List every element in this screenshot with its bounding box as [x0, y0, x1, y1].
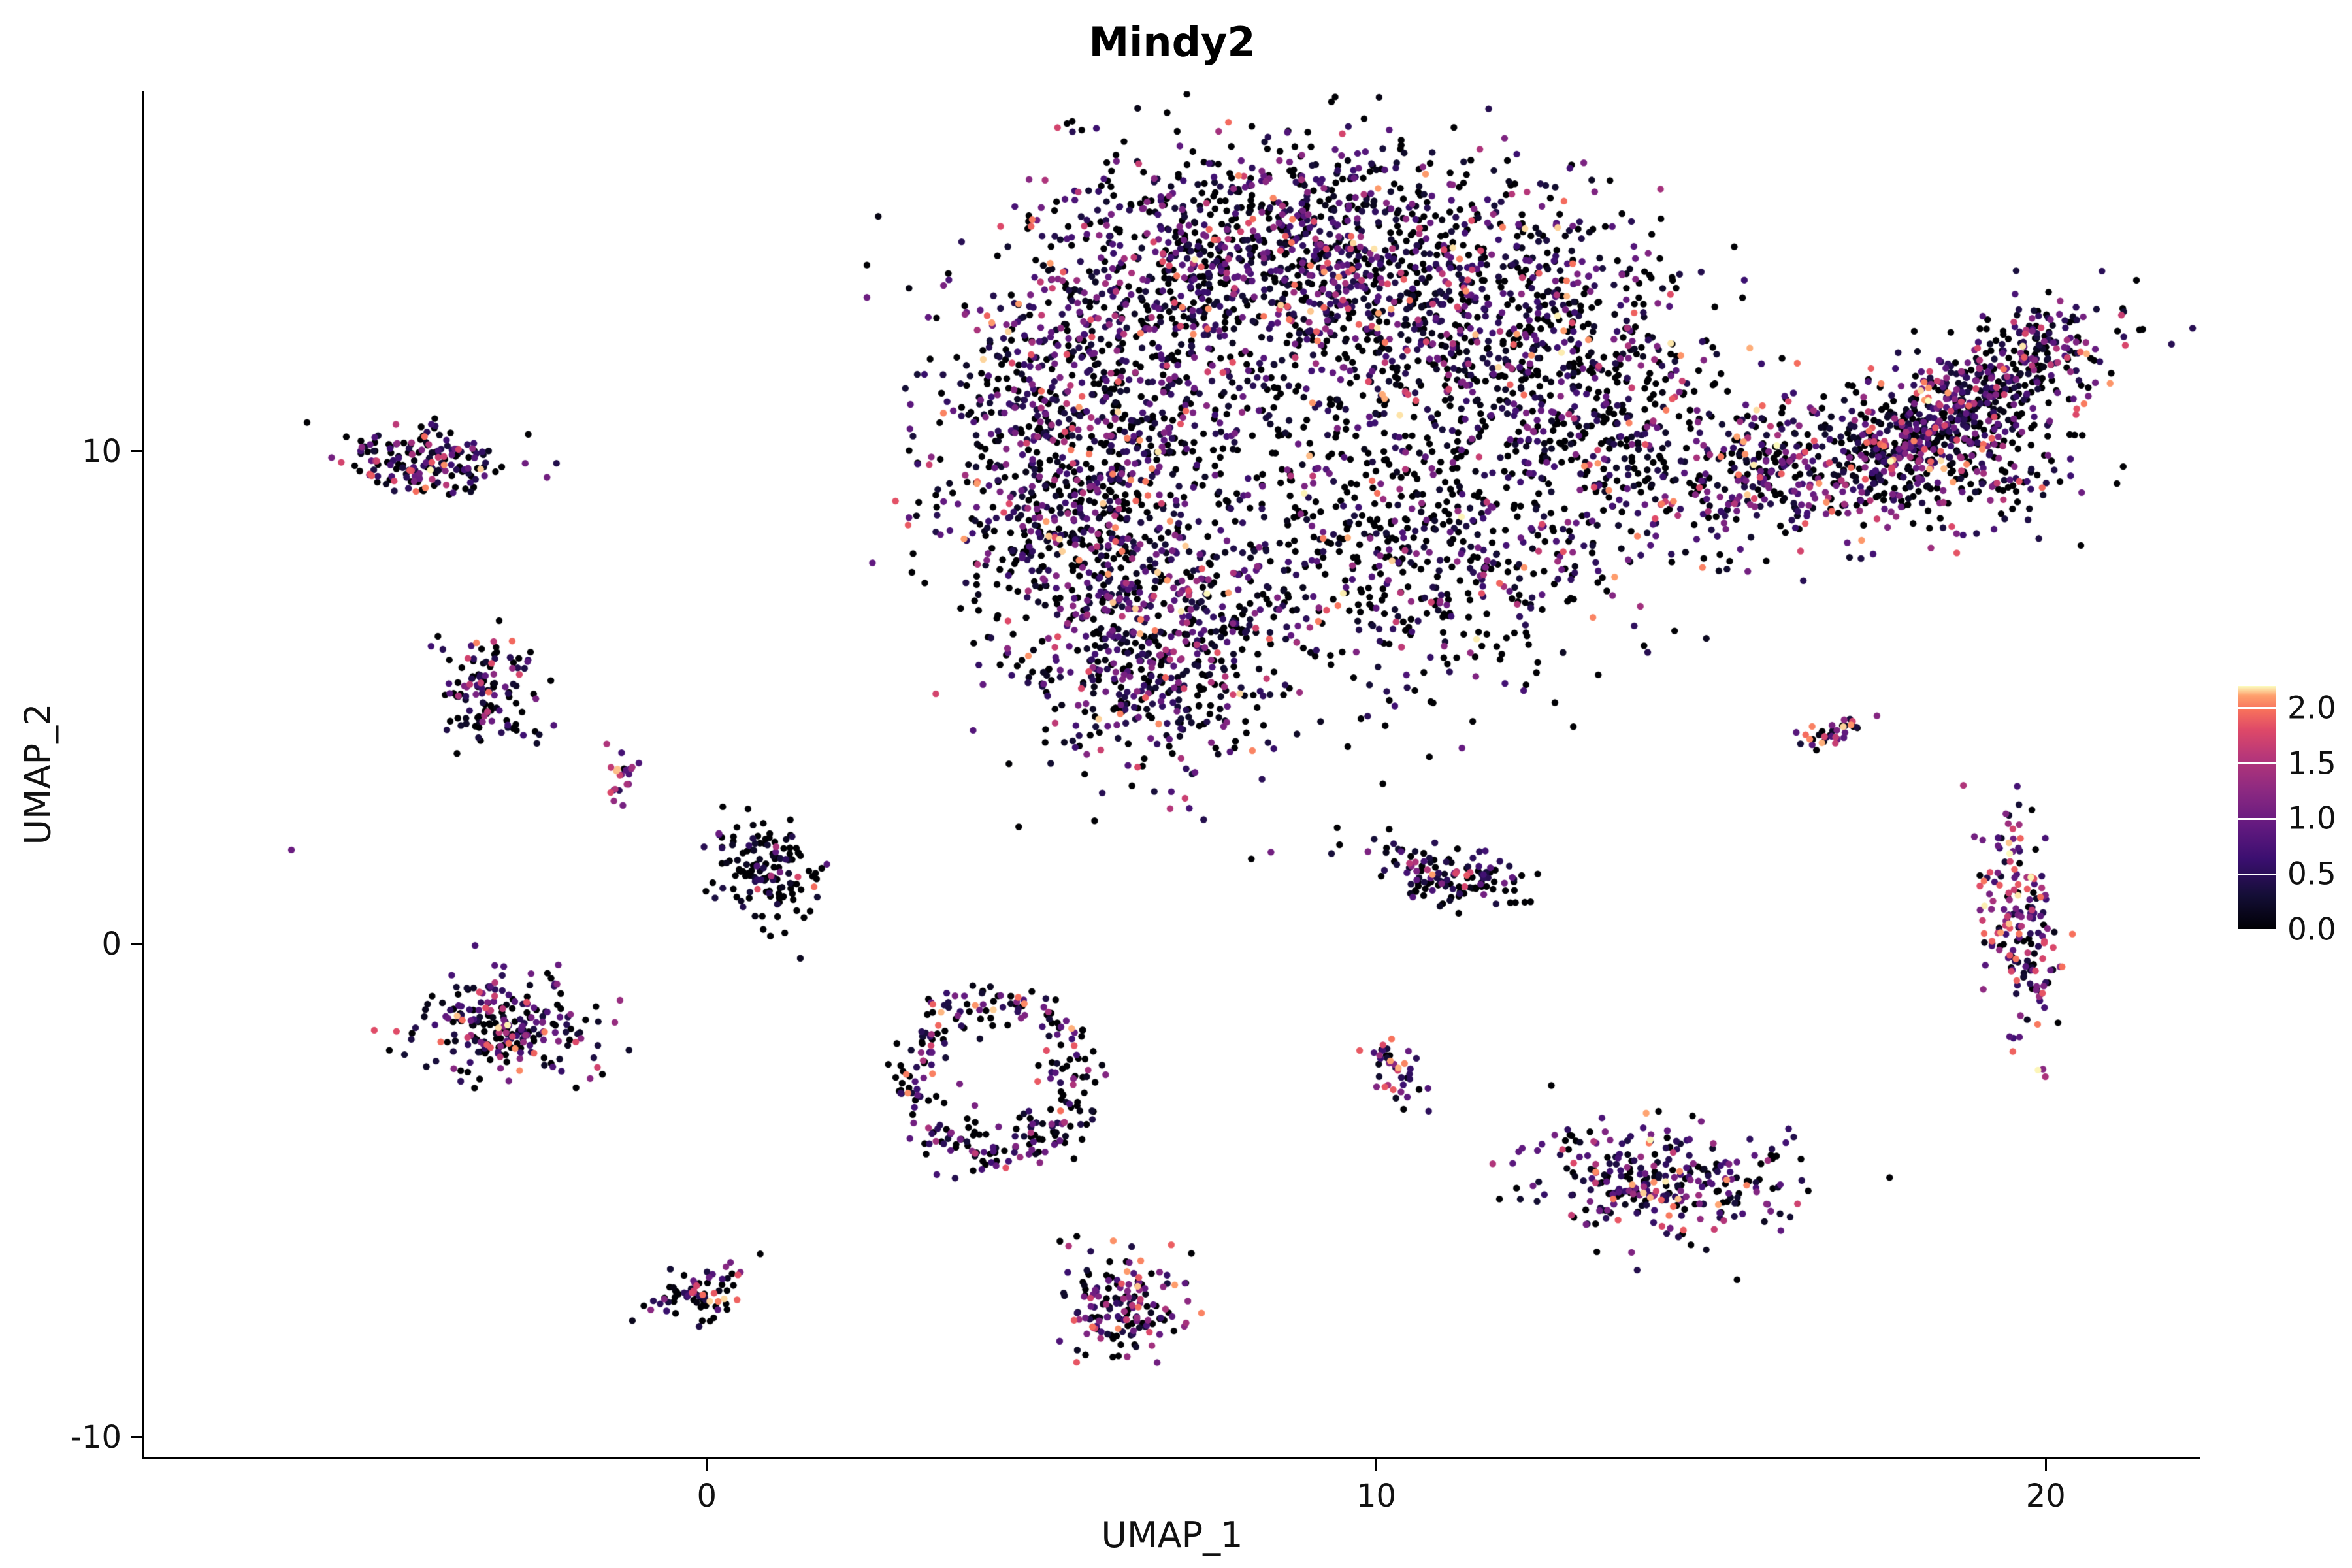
- colorbar-tick-label: 0.0: [2287, 911, 2336, 948]
- y-tick-mark: [131, 1436, 142, 1439]
- colorbar-gradient: [2238, 686, 2276, 930]
- colorbar-tick-label: 0.5: [2287, 856, 2336, 892]
- y-tick-label: -10: [70, 1418, 122, 1456]
- colorbar-tick-mark: [2238, 873, 2276, 875]
- colorbar-tick-label: 1.5: [2287, 745, 2336, 782]
- x-axis-label: UMAP_1: [1101, 1514, 1243, 1556]
- colorbar-tick-mark: [2238, 928, 2276, 931]
- x-axis-line: [142, 1457, 2200, 1459]
- plot-title: Mindy2: [1088, 18, 1256, 66]
- x-tick-mark: [1375, 1459, 1378, 1471]
- y-tick-label: 10: [81, 433, 122, 470]
- x-tick-mark: [706, 1459, 708, 1471]
- x-tick-label: 0: [696, 1478, 717, 1514]
- colorbar-tick-mark: [2238, 817, 2276, 820]
- colorbar-legend: 2.0 1.5 1.0 0.5 0.0: [2238, 686, 2352, 948]
- x-tick-label: 10: [1356, 1478, 1397, 1514]
- colorbar-tick-label: 2.0: [2287, 690, 2336, 727]
- y-tick-mark: [131, 450, 142, 453]
- colorbar-tick-mark: [2238, 762, 2276, 765]
- y-tick-mark: [131, 943, 142, 945]
- x-tick-mark: [2044, 1459, 2047, 1471]
- y-tick-label: 0: [101, 926, 122, 963]
- y-axis-line: [142, 91, 144, 1459]
- colorbar-tick-label: 1.0: [2287, 800, 2336, 837]
- x-tick-label: 20: [2025, 1478, 2066, 1514]
- colorbar-tick-mark: [2238, 707, 2276, 710]
- y-axis-label: UMAP_2: [17, 703, 59, 845]
